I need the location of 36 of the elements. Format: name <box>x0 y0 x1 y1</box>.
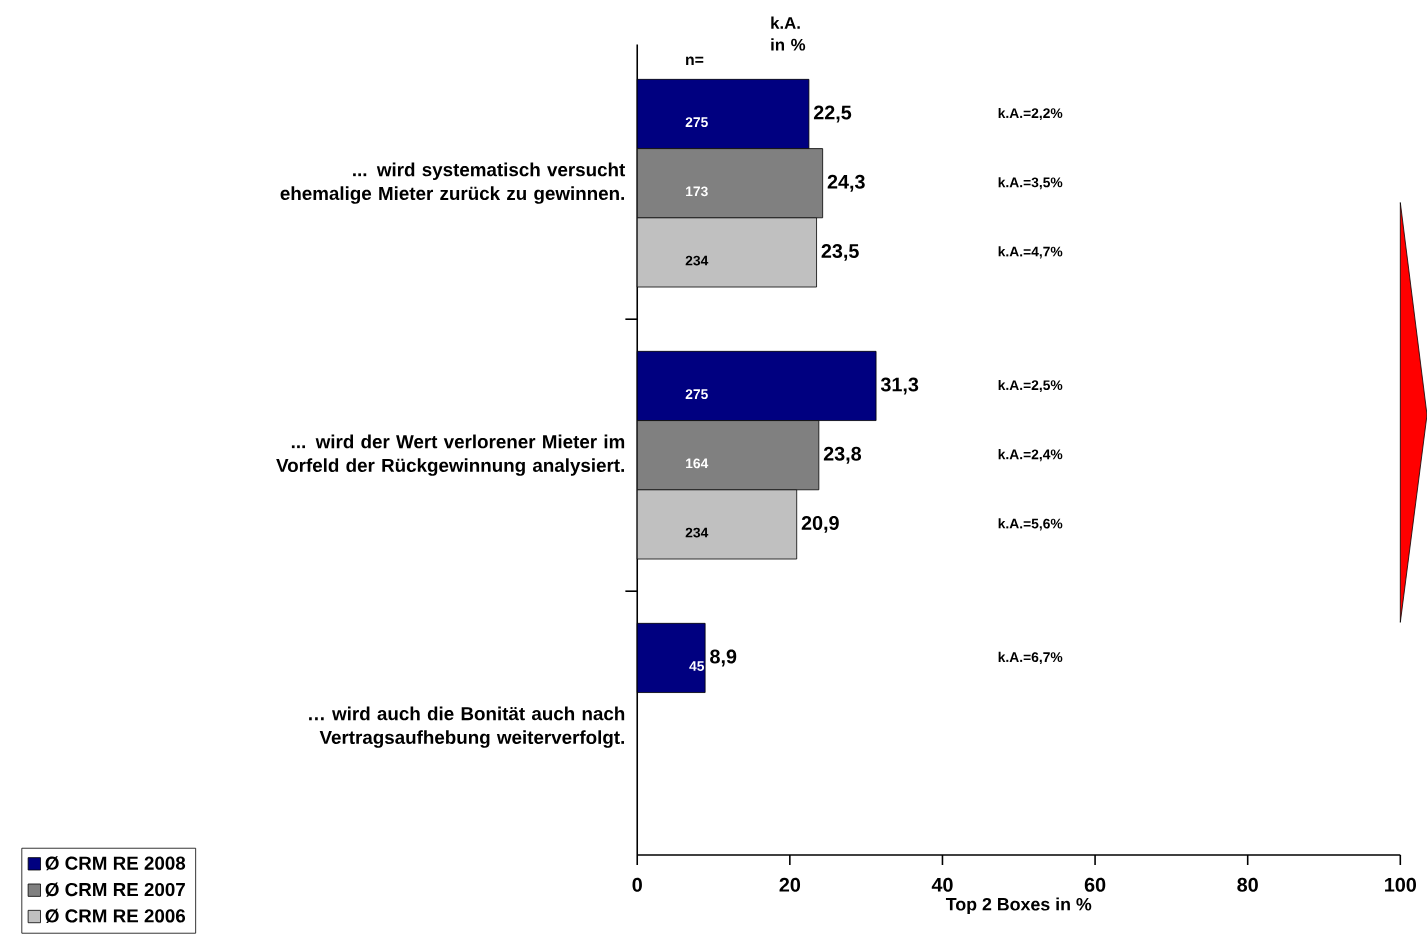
x-tick-label: 80 <box>1237 877 1258 892</box>
x-tick-label: 0 <box>632 877 642 892</box>
annotation: 275 <box>685 117 708 127</box>
data-label: 20,9 <box>801 515 839 533</box>
annotation: k.A.=2,2% <box>998 107 1063 121</box>
annotation: 173 <box>686 186 708 197</box>
annotation: 275 <box>685 389 708 399</box>
legend-label: Ø CRM RE 2006 <box>45 908 186 924</box>
data-label: 24,3 <box>827 174 865 192</box>
annotation: k.A.=2,5% <box>998 379 1063 393</box>
annotation: k.A.=6,7% <box>998 651 1063 665</box>
annotation: 164 <box>686 458 709 469</box>
x-axis-title: Top 2 Boxes in % <box>945 897 1092 915</box>
annotation: k.A.=3,5% <box>998 177 1063 190</box>
annotation: 234 <box>685 527 709 538</box>
annotation: k.A.=5,6% <box>998 518 1063 531</box>
x-tick-label: 60 <box>1084 877 1106 892</box>
annotation: 234 <box>685 255 709 266</box>
legend-label: Ø CRM RE 2008 <box>45 856 186 871</box>
data-label: 22,5 <box>813 105 852 123</box>
data-label: 23,5 <box>821 243 859 261</box>
legend-label: Ø CRM RE 2007 <box>45 882 185 897</box>
y-tick-label: ... wird systematisch versucht ehemalige Mieter zurück zu gewinnen. <box>280 162 626 204</box>
annotation: k.A. in % <box>771 16 806 51</box>
data-label: 23,8 <box>823 446 862 464</box>
annotation: k.A.=4,7% <box>998 246 1063 259</box>
data-label: 31,3 <box>880 377 919 395</box>
y-tick-label: ... wird der Wert verlorener Mieter im Vorfeld der Rückgewinnung analysiert. <box>276 434 625 476</box>
annotation: n= <box>686 56 704 66</box>
data-label: 8,9 <box>710 649 737 667</box>
annotation: k.A.=2,4% <box>998 449 1063 462</box>
annotation: 45 <box>689 661 705 671</box>
y-tick-label: … wird auch die Bonität auch nach Vertragsaufhebung weiterverfolgt. <box>309 706 625 748</box>
x-tick-label: 40 <box>931 877 953 892</box>
x-tick-label: 20 <box>779 877 801 892</box>
x-tick-label: 100 <box>1385 877 1416 892</box>
